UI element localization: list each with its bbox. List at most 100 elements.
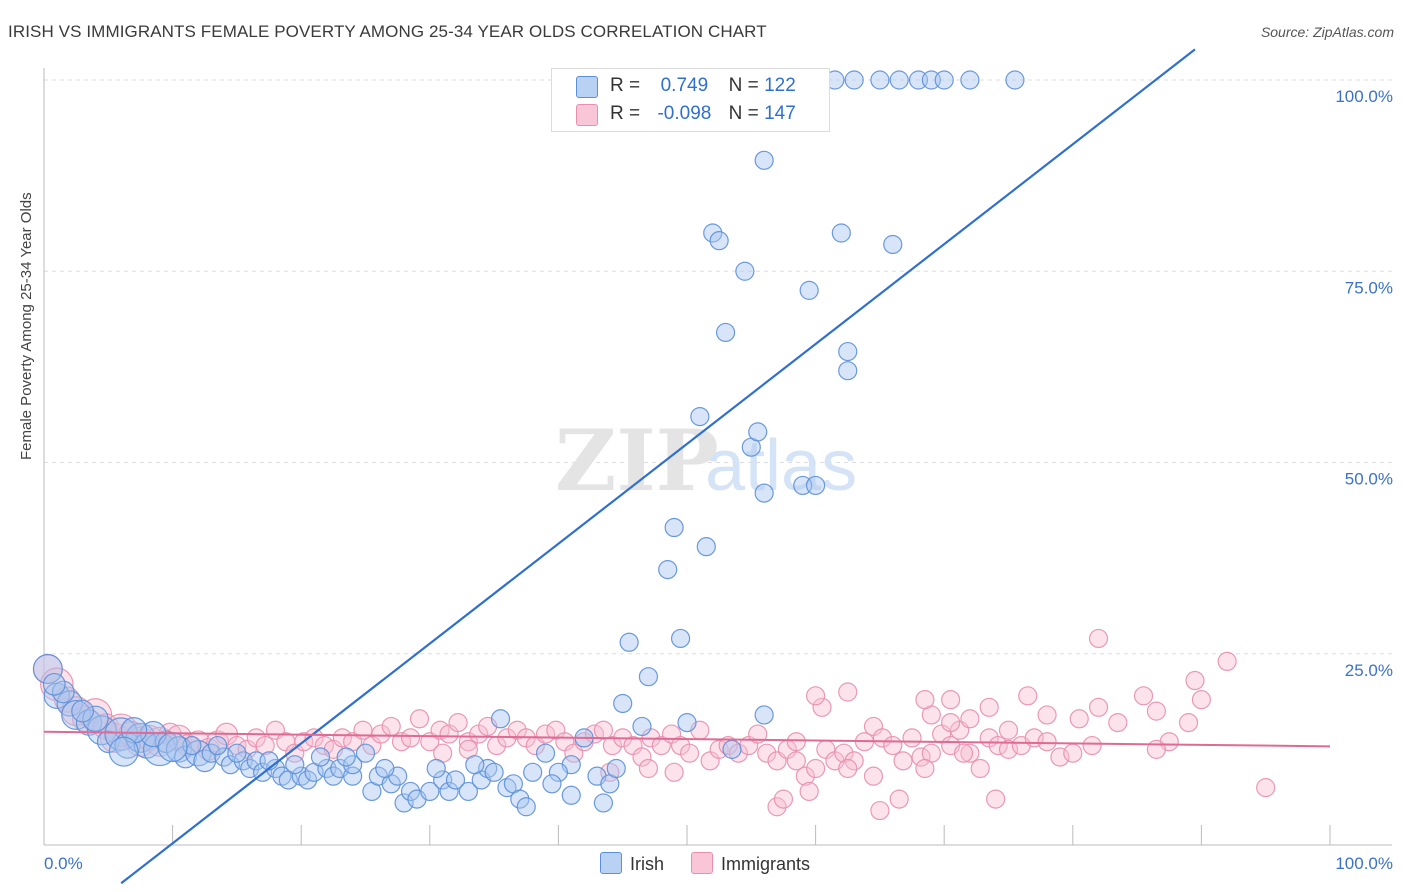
irish-point [420,781,440,802]
x-tick-label-max: 100.0% [1335,854,1393,873]
irish-point [844,70,864,90]
irish-point [838,361,858,381]
immigrants-point [593,720,614,740]
irish-point [458,781,478,802]
immigrants-point [1178,712,1199,733]
immigrants-point [1108,712,1128,733]
irish-point [71,699,94,723]
irish-point [548,762,569,782]
irish-point [157,732,188,763]
immigrants-point [332,728,352,748]
immigrants-r-label: R = [610,103,641,124]
irish-swatch [576,76,598,98]
immigrants-point [872,728,893,748]
irish-point [490,709,511,729]
immigrants-point [448,712,468,733]
irish-point [298,770,318,790]
immigrants-point [1146,701,1166,721]
irish-point [722,739,742,759]
immigrants-point [988,735,1008,756]
immigrants-point [757,743,777,763]
irish-point [831,223,851,243]
immigrants-point [718,735,738,756]
immigrants-swatch [576,104,598,126]
immigrants-n-label: N = [728,103,759,124]
immigrants-point [863,766,884,786]
irish-point [677,712,697,733]
irish-point [709,231,729,251]
irish-point [805,475,826,496]
immigrants-point [1256,778,1276,798]
irish-point [523,762,543,782]
irish-point [265,758,286,779]
irish-point [664,517,684,538]
immigrants-point [799,781,819,802]
immigrants-point [986,789,1006,809]
immigrants-r-value: -0.098 [657,103,712,124]
immigrants-point [1146,739,1166,759]
immigrants-point [979,697,999,717]
legend-irish-swatch [600,852,622,874]
immigrants-point [941,712,961,733]
immigrants-point [1133,686,1154,706]
irish-point [336,747,356,767]
irish-point [799,280,819,300]
immigrants-point [805,758,826,779]
irish-point [208,735,228,756]
irish-point [754,483,774,503]
immigrants-point [255,735,275,756]
immigrants-point [1185,670,1205,691]
irish-point [285,755,305,775]
irish-point [154,730,178,754]
irish-point [735,261,755,281]
legend-immigrants-swatch [691,852,714,874]
chart-source: Source: ZipAtlas.com [1260,24,1394,40]
tick-labels: 25.0% 50.0% 75.0% 100.0% 0.0% 100.0% [44,87,1393,873]
immigrants-point [915,758,935,779]
irish-point [182,735,202,756]
y-tick-label: 75.0% [1345,278,1393,297]
irish-point [883,234,903,255]
irish-point [542,774,562,794]
irish-r-value: 0.749 [660,75,709,96]
y-tick-label: 50.0% [1345,470,1393,489]
irish-point [42,672,66,696]
irish-point [838,341,858,362]
immigrants-point [767,797,787,817]
immigrants-point [998,720,1019,740]
irish-point [400,781,421,802]
irish-point [439,781,459,802]
irish-point [670,628,691,649]
immigrants-point [748,724,768,744]
irish-n-label: N = [728,75,759,96]
irish-point [619,632,639,652]
immigrants-point [1088,628,1109,649]
irish-point [174,745,197,769]
irish-n-value: 122 [764,75,796,96]
immigrants-point [805,686,826,706]
immigrants-point [870,800,890,821]
irish-point [889,70,909,90]
irish-point [870,70,890,90]
legend-item-irish[interactable]: Irish [600,852,664,875]
irish-point [310,747,331,767]
immigrants-point [889,789,909,809]
legend-item-immigrants[interactable]: Immigrants [691,852,810,875]
immigrants-point [1037,705,1057,725]
irish-point [426,758,446,779]
immigrants-point [893,751,913,771]
irish-point [960,70,980,90]
irish-point [690,407,710,427]
immigrants-point [941,690,961,710]
immigrants-point [834,743,854,763]
immigrants-point [602,735,623,756]
immigrants-point [638,758,659,779]
stats-legend: R = 0.749 N = 122 R = -0.098 N = 147 [551,68,830,132]
irish-point [394,793,414,813]
irish-point [165,736,193,763]
x-tick-label-min: 0.0% [44,854,83,873]
irish-point [343,766,363,786]
irish-point [638,667,659,687]
irish-point [32,654,63,685]
immigrants-points [32,628,1276,821]
